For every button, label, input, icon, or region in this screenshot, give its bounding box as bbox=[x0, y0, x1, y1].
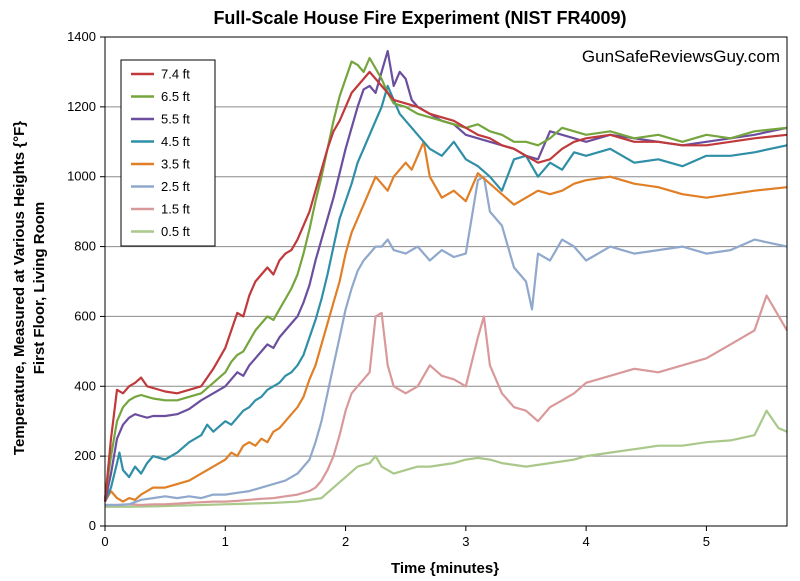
y-tick-label: 1400 bbox=[67, 29, 96, 44]
x-axis-title: Time {minutes} bbox=[391, 560, 499, 577]
series-line-7-4-ft bbox=[103, 70, 788, 502]
series-line-2-5-ft bbox=[105, 175, 788, 507]
series-line-6-5-ft bbox=[103, 56, 788, 499]
y-tick-label: 600 bbox=[74, 308, 96, 323]
y-axis-title-line1: Temperature, Measured at Various Heights… bbox=[11, 121, 28, 455]
series-line-0-5-ft bbox=[105, 409, 788, 508]
watermark-text: GunSafeReviewsGuy.com bbox=[582, 47, 780, 66]
y-tick-label: 400 bbox=[74, 378, 96, 393]
y-tick-label: 1200 bbox=[67, 99, 96, 114]
x-tick-label: 3 bbox=[462, 534, 469, 549]
legend-label: 7.4 ft bbox=[161, 67, 190, 82]
plot-area-frame bbox=[104, 36, 788, 527]
x-tick-label: 1 bbox=[222, 534, 229, 549]
series-line-4-5-ft bbox=[103, 84, 788, 503]
series-lines bbox=[103, 49, 788, 508]
legend-label: 3.5 ft bbox=[161, 157, 190, 172]
y-tick-label: 0 bbox=[89, 518, 96, 533]
legend-label: 4.5 ft bbox=[161, 134, 190, 149]
x-tick-label: 4 bbox=[583, 534, 590, 549]
legend: 7.4 ft 6.5 ft 5.5 ft 4.5 ft 3.5 ft 2.5 ft 1.5 … bbox=[120, 59, 216, 247]
legend-label: 0.5 ft bbox=[161, 224, 190, 239]
series-line-1-5-ft bbox=[105, 294, 788, 507]
y-tick-label: 800 bbox=[74, 239, 96, 254]
x-tick-label: 2 bbox=[342, 534, 349, 549]
legend-label: 2.5 ft bbox=[161, 179, 190, 194]
axis-ticks: 0 200 400 600 800 1000 1200 1400 0 1 2 3 4 5 bbox=[67, 29, 710, 549]
y-tick-label: 1000 bbox=[67, 169, 96, 184]
series-line-3-5-ft bbox=[104, 140, 788, 503]
legend-label: 6.5 ft bbox=[161, 89, 190, 104]
legend-items: 7.4 ft 6.5 ft 5.5 ft 4.5 ft 3.5 ft 2.5 ft 1.5 … bbox=[131, 67, 190, 239]
legend-label: 1.5 ft bbox=[161, 202, 190, 217]
y-tick-label: 200 bbox=[74, 448, 96, 463]
x-tick-label: 0 bbox=[101, 534, 108, 549]
y-axis-title-line2: First Floor, Living Room bbox=[31, 202, 48, 375]
x-tick-label: 5 bbox=[703, 534, 710, 549]
chart-title: Full-Scale House Fire Experiment (NIST F… bbox=[213, 8, 626, 28]
legend-box bbox=[120, 59, 216, 247]
gridlines bbox=[105, 36, 787, 527]
legend-label: 5.5 ft bbox=[161, 112, 190, 127]
